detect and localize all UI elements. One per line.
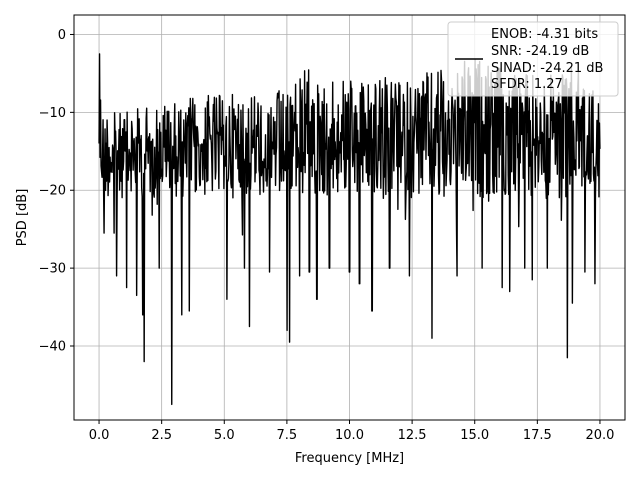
- x-tick-label: 10.0: [335, 428, 364, 443]
- x-tick-label: 20.0: [585, 428, 614, 443]
- y-axis-label: PSD [dB]: [15, 189, 30, 247]
- y-tick-label: 0: [58, 28, 66, 43]
- x-axis-ticks: 0.0 2.5 5.0 7.5 10.0 12.5 15.0 17.5 20.0: [89, 420, 614, 443]
- legend-snr: SNR: -24.19 dB: [491, 44, 589, 59]
- y-tick-label: −40: [39, 340, 66, 355]
- legend-box: [447, 21, 619, 97]
- series-layer: [98, 53, 601, 406]
- x-tick-label: 5.0: [214, 428, 235, 443]
- x-tick-label: 2.5: [151, 428, 172, 443]
- psd-series-line: [98, 53, 601, 406]
- legend-sfdr: SFDR: 1.27: [491, 77, 563, 92]
- x-tick-label: 0.0: [89, 428, 110, 443]
- legend: ENOB: -4.31 bits SNR: -24.19 dB SINAD: -…: [447, 21, 619, 97]
- legend-enob: ENOB: -4.31 bits: [491, 27, 598, 42]
- x-axis-label: Frequency [MHz]: [295, 451, 404, 466]
- x-tick-label: 7.5: [277, 428, 298, 443]
- x-tick-label: 12.5: [398, 428, 427, 443]
- y-tick-label: −30: [39, 262, 66, 277]
- legend-sinad: SINAD: -24.21 dB: [491, 61, 603, 76]
- y-tick-label: −10: [39, 106, 66, 121]
- x-tick-label: 15.0: [460, 428, 489, 443]
- x-tick-label: 17.5: [523, 428, 552, 443]
- y-axis-ticks: 0 −10 −20 −30 −40: [39, 28, 74, 355]
- y-tick-label: −20: [39, 184, 66, 199]
